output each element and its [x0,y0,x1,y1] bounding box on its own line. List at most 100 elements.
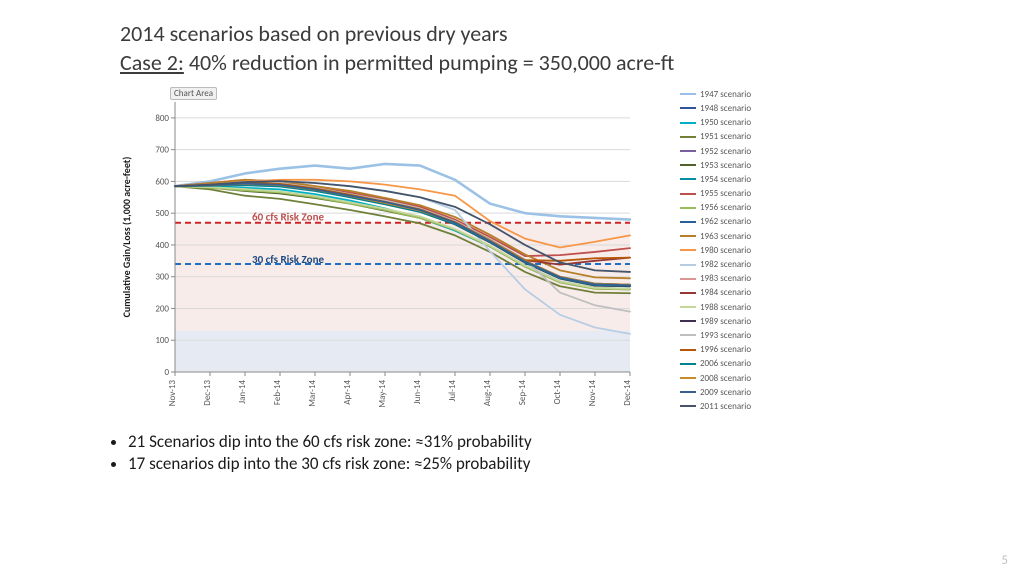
legend-item: 2011 scenario [680,399,751,413]
svg-text:Mar-14: Mar-14 [307,380,318,407]
chart-wrap: Chart Area 010020030040050060070080060 c… [100,87,984,417]
svg-text:Feb-14: Feb-14 [272,380,283,406]
legend-swatch [680,320,696,322]
legend-item: 1989 scenario [680,314,751,328]
legend-item: 1984 scenario [680,286,751,300]
legend-swatch [680,107,696,109]
svg-text:500: 500 [155,208,169,219]
chart: 0 100 200 300 400 500 600 700 800 60 cfs Risk Zon… [100,87,640,417]
legend-swatch [680,150,696,152]
title-line-1: 2014 scenarios based on previous dry yea… [120,20,984,49]
legend-swatch [680,122,696,124]
svg-text:800: 800 [155,113,169,124]
legend-label: 1989 scenario [700,316,751,327]
legend-swatch [680,136,696,138]
legend-item: 1980 scenario [680,243,751,257]
svg-text:Dec-14: Dec-14 [622,380,633,406]
legend-swatch [680,178,696,180]
svg-text:400: 400 [155,240,169,251]
legend-label: 1953 scenario [700,160,751,171]
legend-label: 2011 scenario [700,401,751,412]
legend-label: 1948 scenario [700,103,751,114]
legend-item: 1952 scenario [680,144,751,158]
legend-swatch [680,377,696,379]
legend-label: 2006 scenario [700,358,751,369]
legend-label: 1993 scenario [700,330,751,341]
legend: 1947 scenario 1948 scenario 1950 scenario 1… [680,87,751,413]
legend-item: 1947 scenario [680,87,751,101]
legend-swatch [680,405,696,407]
bullet-item: 17 scenarios dip into the 30 cfs risk zo… [128,453,984,474]
legend-swatch [680,292,696,294]
legend-swatch [680,391,696,393]
svg-text:Oct-14: Oct-14 [552,380,563,405]
legend-label: 1955 scenario [700,188,751,199]
title-line-2-rest: 40% reduction in permitted pumping = 350… [184,49,674,76]
svg-text:Aug-14: Aug-14 [482,380,493,406]
svg-text:Apr-14: Apr-14 [342,380,353,405]
legend-swatch [680,193,696,195]
svg-text:700: 700 [155,145,169,156]
legend-label: 1988 scenario [700,302,751,313]
legend-label: 2009 scenario [700,387,751,398]
legend-swatch [680,164,696,166]
legend-swatch [680,235,696,237]
legend-swatch [680,278,696,280]
legend-item: 1988 scenario [680,300,751,314]
legend-label: 1952 scenario [700,146,751,157]
svg-text:60 cfs Risk Zone: 60 cfs Risk Zone [252,211,324,224]
legend-item: 1996 scenario [680,343,751,357]
legend-label: 2008 scenario [700,373,751,384]
svg-text:Cumulative Gain/Loss (1,000 ac: Cumulative Gain/Loss (1,000 acre-feet) [120,157,133,318]
title-block: 2014 scenarios based on previous dry yea… [120,20,984,77]
svg-text:0: 0 [164,367,169,378]
legend-item: 1956 scenario [680,201,751,215]
legend-swatch [680,93,696,95]
svg-text:300: 300 [155,272,169,283]
svg-text:30 cfs Risk Zone: 30 cfs Risk Zone [252,253,324,266]
legend-item: 1954 scenario [680,172,751,186]
legend-label: 1954 scenario [700,174,751,185]
legend-item: 1982 scenario [680,257,751,271]
legend-label: 1950 scenario [700,117,751,128]
legend-label: 1980 scenario [700,245,751,256]
svg-text:Sep-14: Sep-14 [517,380,528,406]
legend-label: 1982 scenario [700,259,751,270]
legend-label: 1962 scenario [700,216,751,227]
svg-text:Nov-14: Nov-14 [587,380,598,407]
svg-text:May-14: May-14 [377,380,388,408]
legend-item: 2006 scenario [680,357,751,371]
legend-item: 1963 scenario [680,229,751,243]
legend-item: 1951 scenario [680,130,751,144]
legend-swatch [680,264,696,266]
svg-text:Jul-14: Jul-14 [447,380,458,402]
svg-text:200: 200 [155,304,169,315]
legend-item: 2008 scenario [680,371,751,385]
legend-swatch [680,249,696,251]
svg-text:100: 100 [155,335,169,346]
legend-swatch [680,363,696,365]
legend-item: 1955 scenario [680,187,751,201]
legend-label: 1983 scenario [700,273,751,284]
case-label: Case 2: [120,49,184,76]
legend-label: 1996 scenario [700,344,751,355]
svg-text:Jun-14: Jun-14 [412,380,423,405]
legend-item: 2009 scenario [680,385,751,399]
legend-item: 1993 scenario [680,328,751,342]
legend-item: 1948 scenario [680,101,751,115]
legend-swatch [680,306,696,308]
legend-label: 1947 scenario [700,89,751,100]
legend-label: 1984 scenario [700,287,751,298]
title-line-2: Case 2: 40% reduction in permitted pumpi… [120,49,984,78]
svg-text:600: 600 [155,177,169,188]
page-number: 5 [1001,553,1008,568]
legend-swatch [680,349,696,351]
bullet-item: 21 Scenarios dip into the 60 cfs risk zo… [128,431,984,452]
svg-text:Nov-13: Nov-13 [167,380,178,407]
legend-item: 1953 scenario [680,158,751,172]
svg-text:Jan-14: Jan-14 [237,380,248,404]
legend-label: 1951 scenario [700,131,751,142]
legend-swatch [680,221,696,223]
legend-swatch [680,334,696,336]
legend-item: 1962 scenario [680,215,751,229]
